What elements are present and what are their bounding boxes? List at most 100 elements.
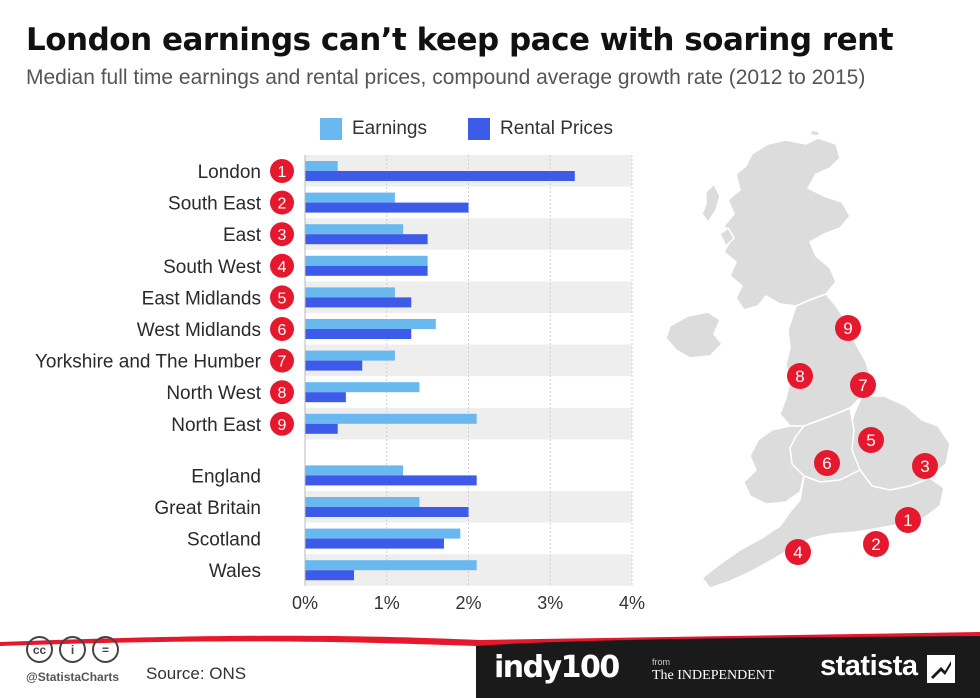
bar-rental-prices [305,171,575,181]
rank-badge [270,253,294,278]
bar-earnings [305,560,477,571]
legend-label-rental-prices: Rental Prices [500,118,613,139]
wales-shape [743,425,806,505]
rank-badge-number: 7 [278,354,287,371]
legend-swatch-earnings [320,118,342,140]
bar-earnings [305,319,436,329]
category-label: North West [166,383,261,404]
bar-earnings [305,287,395,298]
category-label: West Midlands [137,320,261,341]
license-icons: cc i = [26,636,119,663]
bar-earnings [305,161,338,171]
rank-badge-number: 2 [278,196,287,213]
rank-badge [270,190,294,215]
map-marker-number: 7 [858,376,867,395]
map-marker [835,315,861,341]
attribution-icon: i [59,636,86,663]
map-marker [912,453,938,479]
bar-rental-prices [305,329,412,339]
chart-subtitle: Median full time earnings and rental pri… [26,66,866,89]
x-tick-label: 1% [374,593,400,613]
rank-badge [270,348,294,373]
statista-logo-icon [927,655,955,683]
map-marker-number: 3 [920,457,929,476]
footer-band [0,632,980,698]
map-marker-number: 6 [822,454,831,473]
category-label: Wales [209,561,261,582]
map-marker-number: 5 [866,431,875,450]
cc-icon: cc [26,636,53,663]
rank-badge-number: 1 [278,164,287,181]
south-england-shape [700,469,945,589]
rank-badge [270,159,294,183]
rank-badge [270,222,294,247]
x-tick-label: 0% [292,593,318,613]
bar-earnings [305,350,395,361]
map-marker [863,531,889,557]
bar-rental-prices [305,202,469,213]
map-marker-number: 2 [871,535,880,554]
statista-logo: statista [820,650,918,682]
category-label: North East [171,415,261,436]
rank-badge [270,317,294,341]
map-marker [850,372,876,398]
map-marker [895,507,921,533]
bar-earnings [305,255,428,266]
hebrides-shape [701,182,721,224]
x-tick-label: 3% [537,593,563,613]
chart-title: London earnings can’t keep pace with soa… [26,22,894,58]
category-label: London [198,162,261,183]
rank-badge-number: 8 [278,385,287,402]
legend-item-earnings: Earnings [320,118,427,140]
category-label: South West [163,257,262,278]
map-marker-number: 4 [793,543,802,562]
rank-badge-number: 6 [278,322,287,339]
x-tick-label: 2% [455,593,481,613]
bar-chart: 0% 1% 2% 3% 4% London 1 South East 2 East 3 South W… [35,155,645,613]
map-marker-number: 1 [903,511,912,530]
rank-badge-number: 5 [278,290,287,307]
bar-rental-prices [305,297,412,308]
map-marker-number: 9 [843,319,852,338]
bar-rental-prices [305,265,428,276]
bar-earnings [305,413,477,424]
rank-badge [270,285,294,310]
bar-earnings [305,224,404,235]
map-marker-number: 8 [795,367,804,386]
category-label: Yorkshire and The Humber [35,352,262,373]
bar-rental-prices [305,538,444,549]
rank-badge-number: 4 [278,259,287,276]
scotland-shape [723,137,851,311]
rank-badge [270,380,294,405]
bar-rental-prices [305,423,338,434]
bar-earnings [305,528,461,539]
map-marker [785,539,811,565]
category-label: England [191,466,261,487]
skye-shape [719,226,735,248]
from-label: from [652,657,670,667]
bar-earnings [305,497,420,507]
category-label: South East [168,194,262,215]
map-marker [787,363,813,389]
bar-earnings [305,192,395,203]
bar-rental-prices [305,475,477,486]
rank-badge-number: 3 [278,227,287,244]
bar-rental-prices [305,234,428,245]
category-label: Great Britain [154,498,261,519]
bar-rental-prices [305,507,469,517]
no-derivatives-icon: = [92,636,119,663]
map-marker [814,450,840,476]
statista-handle: @StatistaCharts [26,670,120,684]
bar-earnings [305,465,404,476]
legend-label-earnings: Earnings [352,118,427,139]
bar-rental-prices [305,570,355,581]
category-label: Scotland [187,530,261,551]
northern-ireland-shape [665,311,724,359]
uk-map: 1 2 3 4 5 6 7 8 9 [665,130,951,589]
bar-rental-prices [305,360,363,371]
x-tick-label: 4% [619,593,645,613]
legend-item-rental-prices: Rental Prices [468,118,613,140]
bar-rental-prices [305,392,346,403]
indy100-logo: indy100 [494,650,620,685]
rank-badge-number: 9 [278,417,287,434]
